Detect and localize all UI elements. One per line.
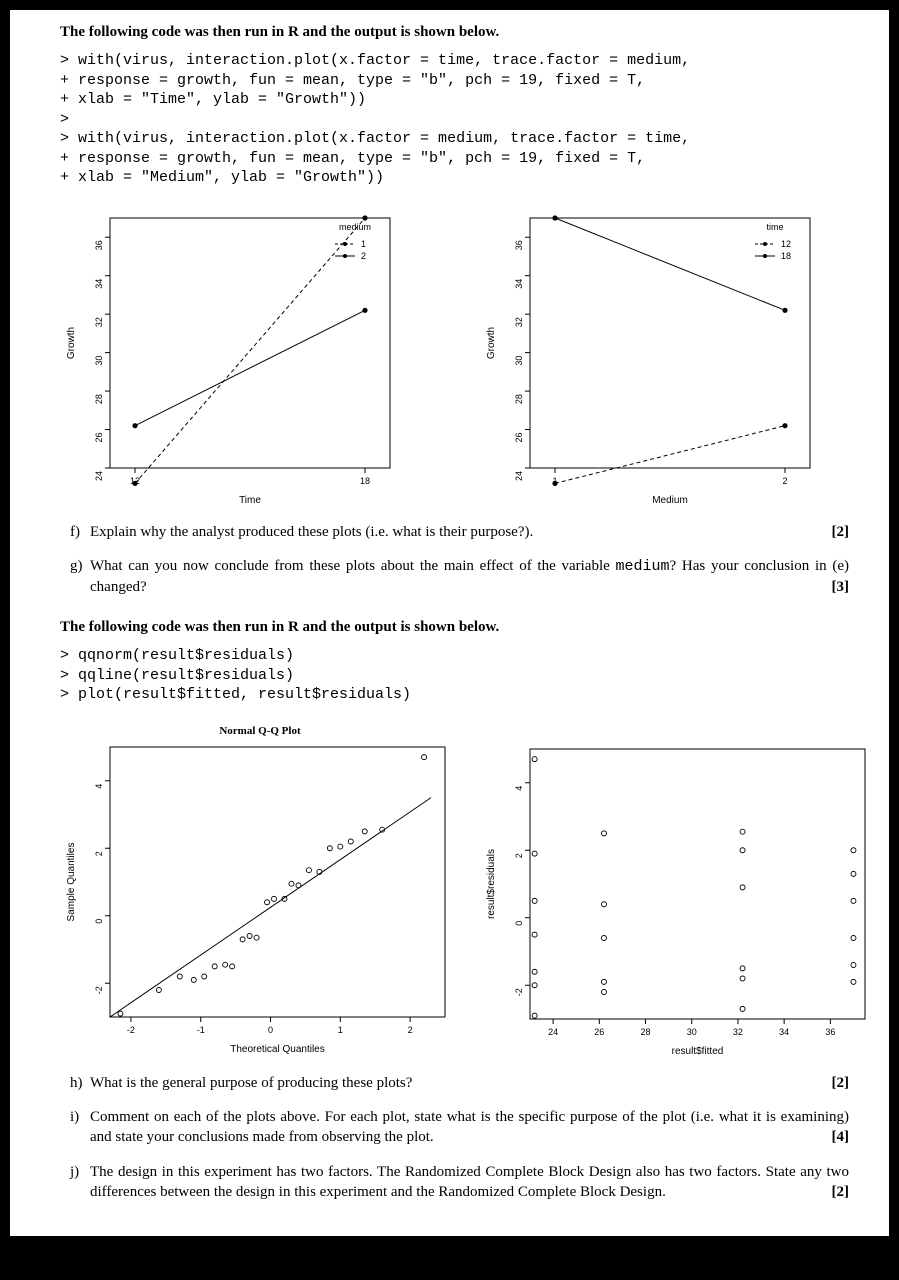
svg-text:28: 28 (514, 394, 524, 404)
svg-text:result$residuals: result$residuals (486, 849, 497, 919)
q-g-label: g) (60, 556, 90, 598)
q-h-label: h) (60, 1073, 90, 1093)
svg-text:32: 32 (733, 1027, 743, 1037)
plot-4-wrap: -202424262830323436result$fittedresult$r… (480, 725, 880, 1059)
q-g-body: What can you now conclude from these plo… (90, 556, 849, 598)
q-i-label: i) (60, 1107, 90, 1148)
q-f-body: Explain why the analyst produced these p… (90, 522, 849, 542)
svg-text:34: 34 (94, 278, 104, 288)
svg-text:time: time (766, 222, 783, 232)
svg-text:28: 28 (641, 1027, 651, 1037)
svg-text:medium: medium (339, 222, 371, 232)
svg-text:2: 2 (408, 1025, 413, 1035)
svg-text:36: 36 (514, 240, 524, 250)
q-f-label: f) (60, 522, 90, 542)
svg-text:4: 4 (94, 784, 104, 789)
qq-plot: -2 0 2 4 -2 -1 0 1 2 Theoretical Quantiles Sample … (60, 737, 460, 1057)
q-i-text: Comment on each of the plots above. For … (90, 1109, 849, 1145)
svg-text:26: 26 (594, 1027, 604, 1037)
plot-1-wrap: 242628303234361218TimeGrowthmedium12 (60, 208, 460, 508)
svg-text:30: 30 (514, 355, 524, 365)
q-f-marks: [2] (832, 522, 850, 542)
interaction-plot-row: 242628303234361218TimeGrowthmedium12 242… (60, 208, 849, 508)
question-g: g) What can you now conclude from these … (60, 556, 849, 598)
q-j-label: j) (60, 1162, 90, 1203)
plot-4-title (480, 725, 880, 739)
code-block-1: > with(virus, interaction.plot(x.factor … (60, 51, 849, 188)
svg-text:24: 24 (548, 1027, 558, 1037)
heading-2: The following code was then run in R and… (60, 619, 849, 636)
heading-1: The following code was then run in R and… (60, 24, 849, 41)
svg-text:Theoretical Quantiles: Theoretical Quantiles (230, 1044, 325, 1055)
question-f: f) Explain why the analyst produced thes… (60, 522, 849, 542)
interaction-plot-2: 2426283032343612MediumGrowthtime1218 (480, 208, 880, 508)
svg-text:2: 2 (514, 853, 524, 858)
q-j-text: The design in this experiment has two fa… (90, 1164, 849, 1200)
svg-text:26: 26 (514, 432, 524, 442)
q-i-body: Comment on each of the plots above. For … (90, 1107, 849, 1148)
q-j-body: The design in this experiment has two fa… (90, 1162, 849, 1203)
svg-text:0: 0 (514, 921, 524, 926)
q-i-marks: [4] (832, 1127, 850, 1147)
svg-text:36: 36 (825, 1027, 835, 1037)
svg-text:32: 32 (94, 317, 104, 327)
svg-text:24: 24 (514, 471, 524, 481)
plot-3-wrap: Normal Q-Q Plot -2 0 2 4 -2 -1 0 1 2 Theoretical … (60, 725, 460, 1059)
question-i: i) Comment on each of the plots above. F… (60, 1107, 849, 1148)
q-h-body: What is the general purpose of producing… (90, 1073, 849, 1093)
svg-text:4: 4 (514, 786, 524, 791)
svg-text:30: 30 (687, 1027, 697, 1037)
svg-text:-2: -2 (514, 988, 524, 996)
residuals-fitted-plot: -202424262830323436result$fittedresult$r… (480, 739, 880, 1059)
svg-text:28: 28 (94, 394, 104, 404)
svg-text:Time: Time (239, 495, 261, 506)
svg-text:2: 2 (94, 851, 104, 856)
question-h: h) What is the general purpose of produc… (60, 1073, 849, 1093)
q-g-pre: What can you now conclude from these plo… (90, 558, 616, 574)
svg-text:Growth: Growth (486, 326, 497, 358)
svg-text:32: 32 (514, 317, 524, 327)
plot-2-wrap: 2426283032343612MediumGrowthtime1218 (480, 208, 880, 508)
svg-text:2: 2 (782, 476, 787, 486)
svg-text:Growth: Growth (66, 326, 77, 358)
svg-text:30: 30 (94, 355, 104, 365)
svg-text:-2: -2 (127, 1025, 135, 1035)
svg-text:18: 18 (781, 251, 791, 261)
q-g-mono: medium (616, 558, 670, 575)
svg-text:Medium: Medium (652, 495, 688, 506)
svg-text:26: 26 (94, 432, 104, 442)
svg-text:2: 2 (361, 251, 366, 261)
svg-text:24: 24 (94, 471, 104, 481)
q-g-marks: [3] (832, 577, 850, 597)
q-h-marks: [2] (832, 1073, 850, 1093)
svg-text:34: 34 (779, 1027, 789, 1037)
svg-text:18: 18 (360, 476, 370, 486)
svg-text:36: 36 (94, 240, 104, 250)
svg-text:0: 0 (268, 1025, 273, 1035)
svg-text:34: 34 (514, 278, 524, 288)
svg-text:result$fitted: result$fitted (672, 1046, 724, 1057)
question-j: j) The design in this experiment has two… (60, 1162, 849, 1203)
q-f-text: Explain why the analyst produced these p… (90, 524, 533, 540)
plot-3-title: Normal Q-Q Plot (60, 725, 460, 737)
document-page: The following code was then run in R and… (10, 10, 889, 1236)
svg-text:-2: -2 (94, 986, 104, 994)
code-block-2: > qqnorm(result$residuals) > qqline(resu… (60, 646, 849, 705)
svg-text:-1: -1 (197, 1025, 205, 1035)
svg-text:12: 12 (781, 239, 791, 249)
q-h-text: What is the general purpose of producing… (90, 1075, 412, 1091)
diagnostic-plot-row: Normal Q-Q Plot -2024-2-1012Theoretical … (60, 725, 849, 1059)
svg-text:Sample Quantiles: Sample Quantiles (66, 842, 77, 921)
interaction-plot-1: 242628303234361218TimeGrowthmedium12 (60, 208, 460, 508)
svg-text:1: 1 (361, 239, 366, 249)
svg-text:0: 0 (94, 919, 104, 924)
q-j-marks: [2] (832, 1182, 850, 1202)
svg-text:1: 1 (338, 1025, 343, 1035)
